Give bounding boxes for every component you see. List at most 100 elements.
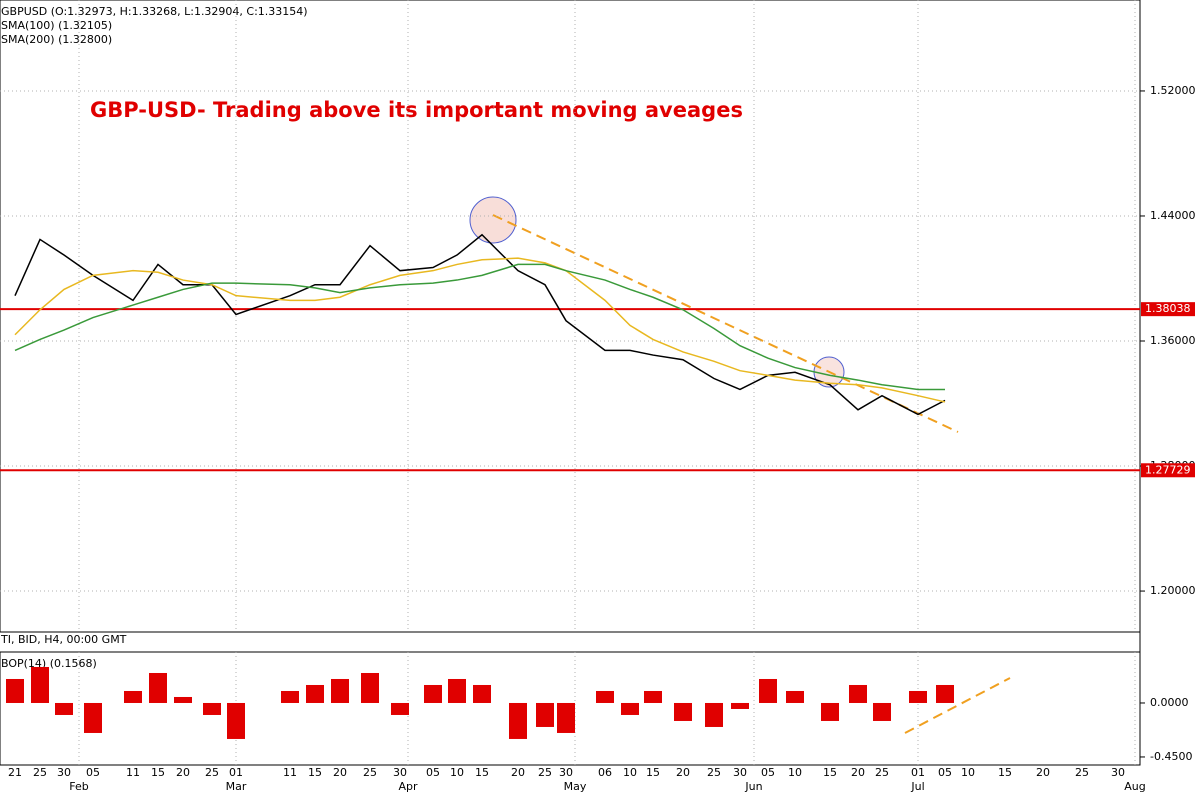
y-tick-label: 0.0000 <box>1150 696 1189 709</box>
level-label: 1.38038 <box>1145 302 1191 315</box>
y-tick-label: 1.36000 <box>1150 334 1196 347</box>
x-tick-label: 30 <box>393 766 407 779</box>
x-tick-label: 20 <box>176 766 190 779</box>
indicator-bar <box>759 678 777 703</box>
month-label: Feb <box>69 780 88 793</box>
indicator-bar <box>786 690 804 703</box>
indicator-bar <box>705 702 723 727</box>
x-tick-label: 01 <box>229 766 243 779</box>
indicator-bar <box>361 672 379 703</box>
x-tick-label: 15 <box>475 766 489 779</box>
price-line <box>14 263 945 391</box>
month-label: Mar <box>226 780 247 793</box>
indicator-bar <box>473 684 491 703</box>
x-tick-label: 11 <box>126 766 140 779</box>
indicator-bar <box>509 702 527 739</box>
x-tick-label: 20 <box>851 766 865 779</box>
indicator-bar <box>84 702 102 733</box>
highlight-circle <box>469 196 517 244</box>
panel-info: TI, BID, H4, 00:00 GMT <box>0 633 127 646</box>
x-tick-label: 30 <box>57 766 71 779</box>
indicator-bar <box>644 690 662 703</box>
x-tick-label: 11 <box>283 766 297 779</box>
indicator-bar <box>174 696 192 703</box>
indicator-bar <box>821 702 839 721</box>
indicator-bar <box>6 678 24 703</box>
price-line <box>14 257 946 403</box>
x-tick-label: 30 <box>559 766 573 779</box>
price-line <box>14 233 946 416</box>
x-tick-label: 30 <box>1111 766 1125 779</box>
indicator-bar <box>936 684 954 703</box>
indicator-bar <box>31 666 49 703</box>
level-label-box <box>1141 463 1195 478</box>
indicator-bar <box>55 702 73 715</box>
x-tick-label: 25 <box>205 766 219 779</box>
y-tick-label: 1.20000 <box>1150 584 1196 597</box>
y-tick-label: -0.4500 <box>1150 750 1192 763</box>
x-tick-label: 10 <box>450 766 464 779</box>
x-tick-label: 05 <box>426 766 440 779</box>
indicator-bar <box>557 702 575 733</box>
indicator-name: BOP(14) (0.1568) <box>1 657 97 670</box>
indicator-bar <box>391 702 409 715</box>
y-tick-label: 1.52000 <box>1150 84 1196 97</box>
x-tick-label: 05 <box>938 766 952 779</box>
x-tick-label: 15 <box>646 766 660 779</box>
month-label: Jul <box>910 780 924 793</box>
x-tick-label: 25 <box>363 766 377 779</box>
indicator-bar <box>909 690 927 703</box>
indicator-bar <box>536 702 554 727</box>
month-label: Aug <box>1124 780 1145 793</box>
level-label-box <box>1141 302 1195 317</box>
x-tick-label: 20 <box>333 766 347 779</box>
x-tick-label: 25 <box>707 766 721 779</box>
month-label: Jun <box>744 780 762 793</box>
indicator-bar <box>281 690 299 703</box>
x-tick-label: 25 <box>875 766 889 779</box>
x-tick-label: 25 <box>1075 766 1089 779</box>
indicator-bar <box>306 684 324 703</box>
indicator-bar <box>124 690 142 703</box>
indicator-bar <box>849 684 867 703</box>
x-tick-label: 30 <box>733 766 747 779</box>
legend-entry: SMA(100) (1.32105) <box>1 19 112 32</box>
legend-entry: SMA(200) (1.32800) <box>1 33 112 46</box>
month-label: Apr <box>398 780 418 793</box>
x-tick-label: 05 <box>86 766 100 779</box>
x-tick-label: 20 <box>1036 766 1050 779</box>
x-tick-label: 15 <box>308 766 322 779</box>
x-tick-label: 20 <box>511 766 525 779</box>
indicator-bar <box>448 678 466 703</box>
indicator-bar <box>149 672 167 703</box>
y-tick-label: 1.44000 <box>1150 209 1196 222</box>
main-panel <box>0 0 1141 633</box>
chart-title: GBP-USD- Trading above its important mov… <box>90 98 743 122</box>
x-tick-label: 10 <box>788 766 802 779</box>
indicator-bar <box>731 702 749 709</box>
month-label: May <box>564 780 587 793</box>
x-tick-label: 10 <box>961 766 975 779</box>
trend-line <box>904 677 1011 734</box>
x-tick-label: 21 <box>8 766 22 779</box>
indicator-bar <box>203 702 221 715</box>
x-tick-label: 15 <box>151 766 165 779</box>
x-tick-label: 20 <box>676 766 690 779</box>
indicator-bar <box>674 702 692 721</box>
indicator-bar <box>331 678 349 703</box>
x-tick-label: 25 <box>33 766 47 779</box>
x-tick-label: 06 <box>598 766 612 779</box>
trend-line <box>492 214 959 433</box>
x-tick-label: 05 <box>761 766 775 779</box>
indicator-bar <box>227 702 245 739</box>
indicator-bar <box>873 702 891 721</box>
x-tick-label: 10 <box>623 766 637 779</box>
x-tick-label: 01 <box>911 766 925 779</box>
x-tick-label: 25 <box>538 766 552 779</box>
indicator-bar <box>621 702 639 715</box>
legend-entry: GBPUSD (O:1.32973, H:1.33268, L:1.32904,… <box>1 5 308 18</box>
indicator-bar <box>424 684 442 703</box>
level-label: 1.27729 <box>1145 463 1191 476</box>
x-tick-label: 15 <box>823 766 837 779</box>
